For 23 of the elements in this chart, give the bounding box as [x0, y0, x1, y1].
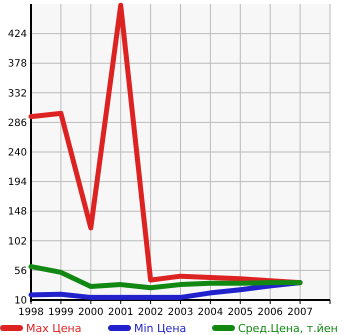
y-tick-label: 332 [8, 88, 27, 100]
x-tick-label: 2006 [257, 307, 283, 318]
y-tick-label: 10 [14, 296, 27, 306]
y-tick-label: 194 [8, 177, 27, 188]
legend-label: Max Цена [26, 322, 82, 335]
x-tick-label: 2000 [78, 307, 104, 318]
x-tick-label: 2003 [168, 307, 194, 318]
x-tick-label: 2005 [228, 307, 254, 318]
x-tick-label: 1998 [18, 307, 44, 318]
x-tick-label: 1999 [48, 307, 74, 318]
y-tick-label: 286 [8, 118, 27, 129]
y-tick-label: 240 [8, 148, 27, 158]
x-tick-label: 2004 [198, 307, 224, 318]
y-tick-label: 56 [14, 266, 27, 277]
x-tick-label: 2007 [287, 307, 313, 318]
x-tick-label: 2002 [138, 307, 164, 318]
legend-label: Сред.Цена, т.йен [238, 322, 338, 335]
y-tick-label: 148 [8, 206, 27, 218]
y-tick-label: 102 [8, 236, 27, 248]
y-tick-label: 378 [8, 58, 27, 70]
y-tick-label: 424 [8, 29, 27, 40]
x-tick-label: 2001 [108, 307, 134, 318]
legend-label: Min Цена [134, 322, 186, 335]
